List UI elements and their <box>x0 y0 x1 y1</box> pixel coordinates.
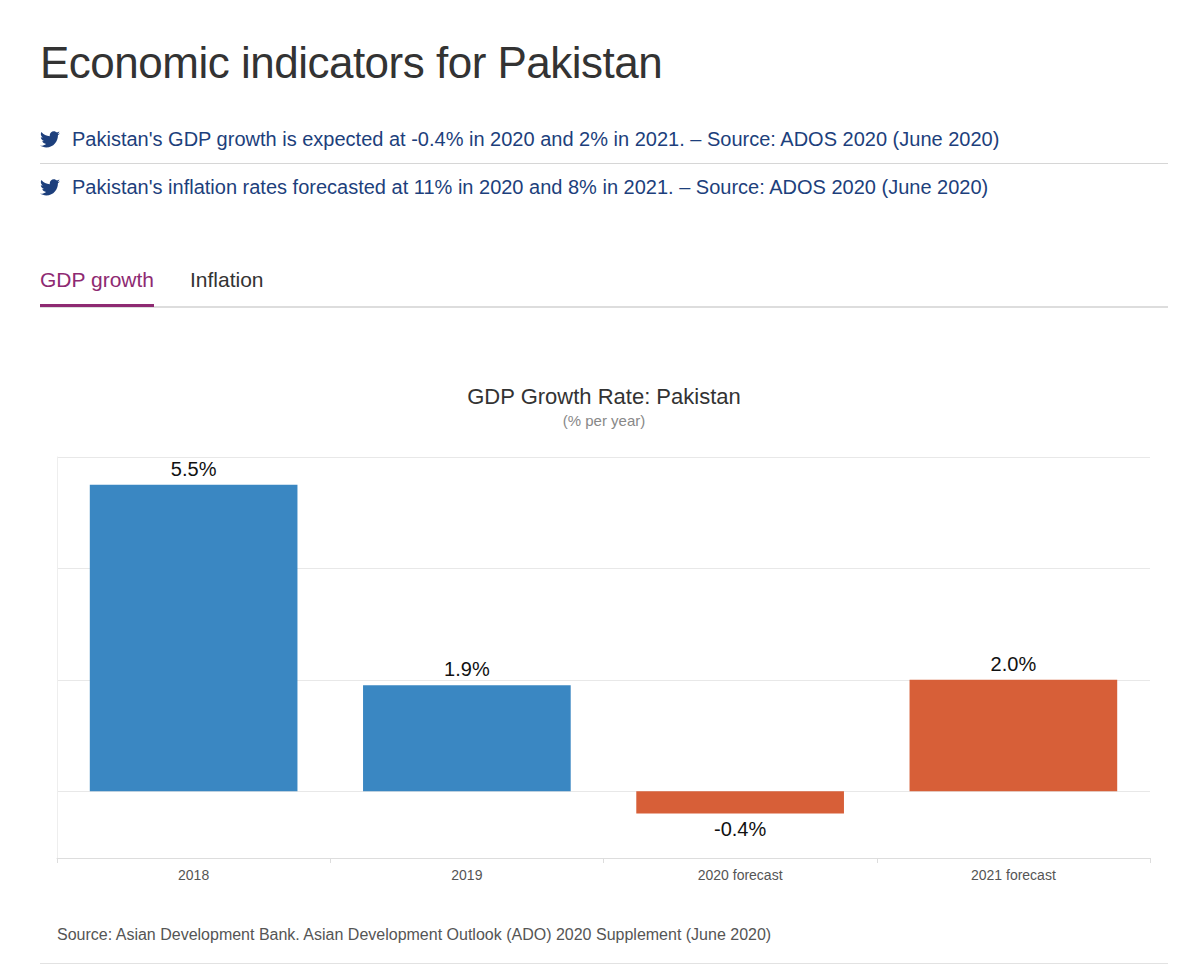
html-text:Pakistan's inflation rates for: Pakistan's inflation rates forecasted at… <box>72 176 989 198</box>
svg-text:2019: 2019 <box>451 867 482 883</box>
html-text:Inflation: Inflation <box>190 268 264 291</box>
svg-text:GDP Growth Rate: Pakistan: GDP Growth Rate: Pakistan <box>467 384 741 409</box>
html-text:Source: Asian Development Bank: Source: Asian Development Bank. Asian De… <box>57 926 772 943</box>
svg-text:2021 forecast: 2021 forecast <box>971 867 1056 883</box>
html-text:Pakistan's GDP growth is expec: Pakistan's GDP growth is expected at -0.… <box>72 128 1000 150</box>
svg-text:-0.4%: -0.4% <box>714 818 766 840</box>
svg-text:1.9%: 1.9% <box>444 658 490 680</box>
html-text:GDP growth: GDP growth <box>40 268 154 291</box>
svg-text:2018: 2018 <box>178 867 209 883</box>
html-text:Economic indicators for Pakist: Economic indicators for Pakistan <box>40 38 663 87</box>
svg-text:2020 forecast: 2020 forecast <box>698 867 783 883</box>
svg-text:5.5%: 5.5% <box>171 458 217 480</box>
svg-text:2.0%: 2.0% <box>991 653 1037 675</box>
svg-text:(% per year): (% per year) <box>563 412 646 429</box>
